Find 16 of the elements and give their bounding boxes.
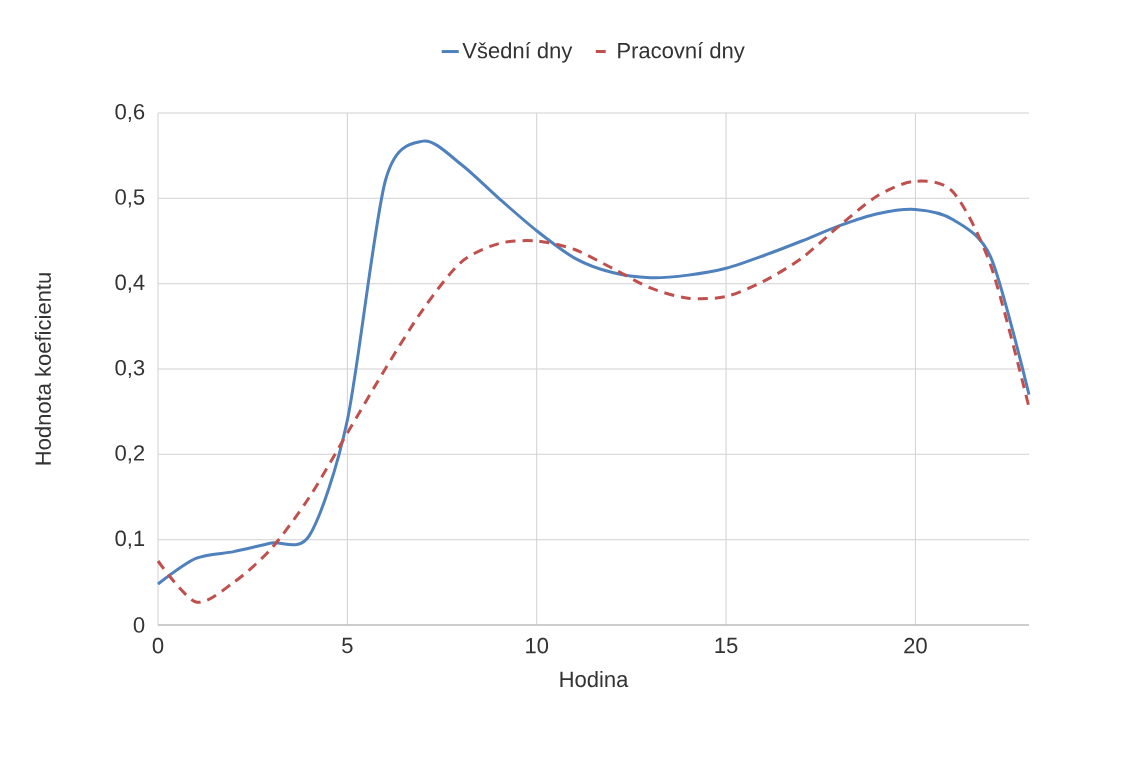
y-tick-label: 0,3: [115, 359, 145, 379]
x-tick-label: 20: [904, 637, 927, 654]
y-tick-label: 0,6: [115, 103, 145, 123]
x-tick-label: 10: [526, 637, 549, 654]
y-axis-title: Hodnota koeficientu: [34, 273, 51, 465]
x-tick-label: 15: [715, 637, 738, 654]
y-tick-label: 0,2: [115, 445, 145, 464]
y-tick-label: 0,1: [115, 530, 145, 549]
x-axis-title: Hodina: [560, 670, 629, 688]
legend-label: Pracovní dny: [618, 41, 745, 63]
x-tick-label: 0: [152, 637, 164, 654]
legend-label: Všední dny: [462, 41, 573, 63]
y-tick-label: 0,5: [115, 189, 145, 208]
x-tick-label: 5: [342, 637, 353, 654]
y-tick-label: 0,4: [115, 274, 145, 293]
y-tick-label: 0: [133, 617, 145, 633]
